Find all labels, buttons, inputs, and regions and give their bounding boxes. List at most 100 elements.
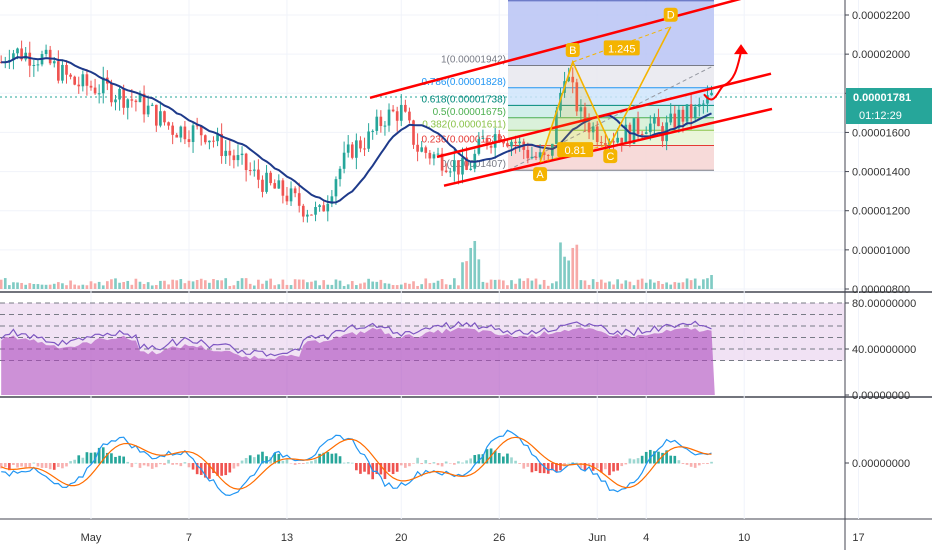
volume-bar [465, 261, 468, 289]
volume-bar [236, 280, 240, 289]
candle-body [28, 52, 32, 66]
volume-bar [599, 279, 603, 289]
volume-bar [36, 284, 40, 289]
volume-bar [40, 284, 44, 289]
candle-body [416, 144, 419, 152]
volume-bar [604, 282, 607, 289]
volume-bar [342, 285, 346, 289]
volume-bar [514, 283, 517, 289]
macd-histogram-bar [367, 463, 370, 475]
volume-bar [48, 284, 52, 289]
candle-body [212, 140, 215, 142]
volume-bar [702, 279, 705, 289]
candle-body [591, 126, 595, 133]
volume-bar [248, 283, 252, 289]
macd-histogram-bar [363, 463, 366, 472]
candle-body [359, 140, 362, 149]
macd-histogram-bar [555, 463, 558, 472]
candle-body [110, 83, 113, 103]
macd-histogram-bar [265, 456, 268, 464]
volume-bar [632, 285, 636, 289]
volume-bar [93, 283, 97, 289]
macd-y-tick-label: 0.00000000 [852, 458, 910, 470]
volume-bar [693, 278, 697, 289]
candle-body [567, 76, 570, 82]
channel-upper-line [369, 0, 742, 99]
candle-body [420, 147, 424, 152]
candle-body [432, 154, 436, 159]
candle-body [314, 206, 317, 215]
candle-body [599, 142, 603, 144]
candle-body [510, 141, 513, 147]
volume-bar [97, 281, 101, 289]
macd-histogram-bar [244, 458, 248, 464]
volume-bar [20, 282, 23, 289]
candle-body [261, 179, 264, 192]
volume-bar [399, 284, 403, 289]
candle-body [138, 93, 142, 103]
macd-histogram-bar [559, 463, 562, 471]
macd-histogram-bar [114, 456, 117, 464]
volume-bar [114, 278, 117, 289]
x-tick-label: 17 [852, 532, 864, 544]
macd-histogram-bar [375, 463, 379, 475]
pattern-point-label: A [536, 169, 544, 181]
candle-body [183, 126, 187, 140]
macd-histogram-bar [518, 463, 521, 464]
macd-histogram-bar [20, 463, 23, 467]
volume-bar [187, 280, 191, 289]
volume-bar [130, 284, 134, 289]
volume-bar [289, 285, 293, 289]
macd-histogram-bar [424, 460, 428, 464]
volume-bar [126, 280, 130, 289]
candle-body [334, 179, 338, 197]
macd-histogram-bar [428, 463, 432, 465]
candle-body [301, 205, 305, 217]
volume-bar [489, 279, 493, 289]
macd-histogram-bar [126, 461, 130, 464]
candle-body [640, 133, 644, 135]
candle-body [448, 171, 452, 173]
candle-body [428, 152, 432, 159]
rsi-y-tick-label: 80.00000000 [852, 298, 916, 310]
macd-histogram-bar [252, 457, 256, 464]
pattern-point-label: C [606, 151, 614, 163]
candle-body [685, 104, 689, 122]
macd-histogram-bar [28, 463, 32, 467]
macd-histogram-bar [506, 453, 509, 464]
candle-body [73, 76, 76, 85]
macd-histogram-bar [387, 463, 391, 472]
macd-histogram-bar [395, 463, 399, 472]
volume-bar [391, 285, 395, 289]
volume-bar [118, 282, 121, 289]
candle-body [424, 147, 428, 153]
macd-histogram-bar [534, 463, 538, 472]
macd-histogram-bar [346, 462, 350, 464]
candle-body [653, 116, 656, 124]
candle-body [395, 111, 399, 121]
macd-histogram-bar [220, 463, 223, 476]
candle-body [436, 153, 440, 155]
projection-arrow-icon[interactable] [703, 44, 748, 101]
volume-bar [138, 281, 142, 289]
candle-body [142, 93, 146, 115]
macd-histogram-bar [587, 463, 591, 466]
candle-body [693, 106, 697, 119]
volume-bar [330, 284, 334, 289]
volume-bar [216, 280, 219, 289]
macd-histogram-bar [16, 463, 19, 468]
candle-body [159, 111, 162, 126]
candle-body [187, 139, 191, 143]
abcd-pattern[interactable]: A B C D 0.81 1.245 [533, 7, 678, 182]
macd-histogram-bar [550, 463, 554, 471]
volume-bar [526, 278, 530, 289]
macd-histogram-bar [453, 463, 456, 465]
volume-bar [559, 242, 562, 289]
candle-body [636, 118, 640, 134]
candle-body [604, 143, 607, 147]
volume-bar [636, 279, 640, 289]
trend-channel[interactable] [369, 0, 773, 187]
volume-bar [706, 278, 709, 289]
macd-histogram-bar [150, 463, 154, 469]
macd-histogram-bar [8, 463, 11, 471]
